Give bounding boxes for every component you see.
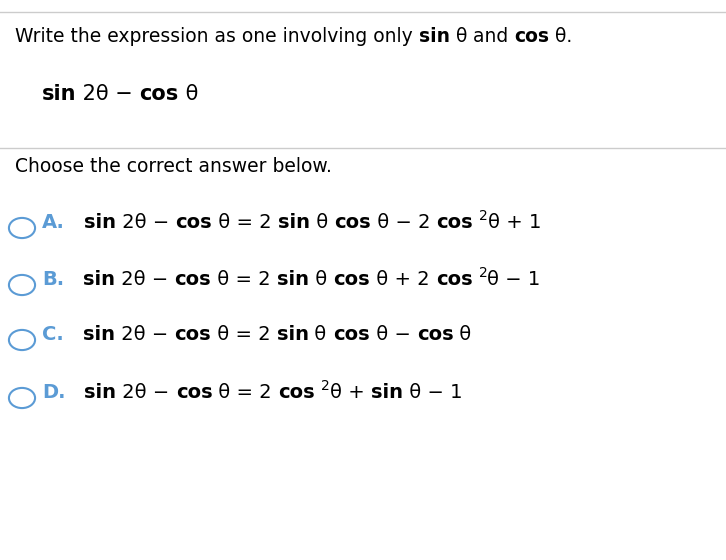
Text: Choose the correct answer below.: Choose the correct answer below.: [15, 157, 332, 176]
Text: 2θ −: 2θ −: [115, 270, 174, 289]
Text: θ: θ: [449, 27, 467, 46]
Text: θ: θ: [179, 84, 198, 104]
Text: cos: cos: [515, 27, 550, 46]
Text: sin: sin: [84, 383, 116, 402]
Text: sin: sin: [277, 270, 309, 289]
Text: θ + 1: θ + 1: [488, 213, 542, 232]
Text: θ.: θ.: [550, 27, 573, 46]
Text: cos: cos: [174, 325, 211, 344]
Text: cos: cos: [176, 383, 213, 402]
Text: cos: cos: [334, 213, 371, 232]
Text: sin: sin: [277, 213, 309, 232]
Text: cos: cos: [436, 270, 473, 289]
Text: θ: θ: [309, 325, 333, 344]
Text: 2: 2: [479, 209, 488, 223]
Text: cos: cos: [174, 270, 211, 289]
Text: cos: cos: [175, 213, 212, 232]
Text: θ − 1: θ − 1: [487, 270, 541, 289]
Text: θ = 2: θ = 2: [211, 270, 277, 289]
Text: cos: cos: [139, 84, 179, 104]
Text: 2θ −: 2θ −: [115, 213, 175, 232]
Text: Write the expression as one involving only: Write the expression as one involving on…: [15, 27, 419, 46]
Text: θ − 2: θ − 2: [371, 213, 436, 232]
Text: sin: sin: [419, 27, 449, 46]
Text: θ: θ: [309, 270, 333, 289]
Text: sin: sin: [83, 270, 115, 289]
Text: cos: cos: [333, 325, 370, 344]
Text: θ: θ: [309, 213, 334, 232]
Text: D.: D.: [42, 383, 65, 402]
Text: cos: cos: [417, 325, 453, 344]
Text: sin: sin: [277, 325, 309, 344]
Text: 2: 2: [321, 379, 330, 393]
Text: θ = 2: θ = 2: [212, 213, 277, 232]
Text: and: and: [467, 27, 515, 46]
Text: θ = 2: θ = 2: [213, 383, 278, 402]
Text: θ −: θ −: [370, 325, 417, 344]
Text: 2θ −: 2θ −: [116, 383, 176, 402]
Text: sin: sin: [83, 213, 115, 232]
Text: 2θ −: 2θ −: [76, 84, 139, 104]
Text: θ = 2: θ = 2: [211, 325, 277, 344]
Text: θ + 2: θ + 2: [370, 270, 436, 289]
Text: θ − 1: θ − 1: [403, 383, 462, 402]
Text: C.: C.: [42, 325, 64, 344]
Text: cos: cos: [436, 213, 473, 232]
Text: 2: 2: [478, 266, 487, 280]
Text: θ +: θ +: [330, 383, 371, 402]
Text: sin: sin: [41, 84, 76, 104]
Text: θ: θ: [453, 325, 472, 344]
Text: sin: sin: [371, 383, 403, 402]
Text: A.: A.: [42, 213, 65, 232]
Text: sin: sin: [83, 325, 115, 344]
Text: cos: cos: [278, 383, 315, 402]
Text: 2θ −: 2θ −: [115, 325, 174, 344]
Text: cos: cos: [333, 270, 370, 289]
Text: B.: B.: [42, 270, 64, 289]
